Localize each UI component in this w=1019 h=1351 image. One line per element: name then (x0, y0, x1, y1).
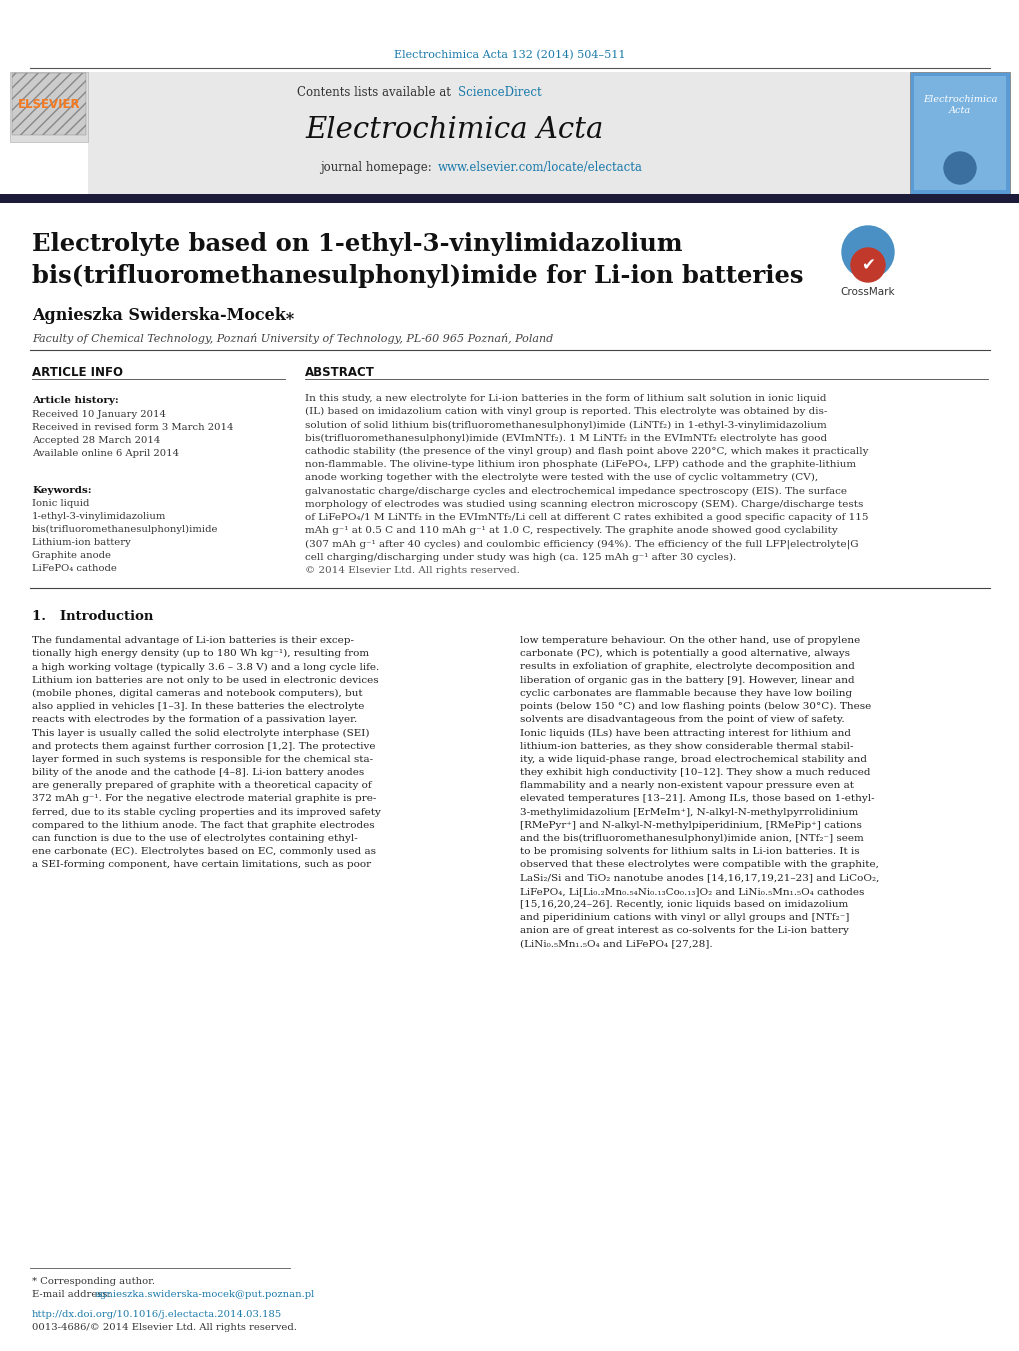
Text: Agnieszka Swiderska-Mocek⁎: Agnieszka Swiderska-Mocek⁎ (32, 308, 293, 324)
Text: ELSEVIER: ELSEVIER (17, 97, 81, 111)
Text: Accepted 28 March 2014: Accepted 28 March 2014 (32, 436, 160, 444)
Text: ARTICLE INFO: ARTICLE INFO (32, 366, 123, 378)
Text: bility of the anode and the cathode [4–8]. Li-ion battery anodes: bility of the anode and the cathode [4–8… (32, 767, 364, 777)
Text: also applied in vehicles [1–3]. In these batteries the electrolyte: also applied in vehicles [1–3]. In these… (32, 703, 364, 711)
FancyBboxPatch shape (0, 195, 1019, 203)
Text: non-flammable. The olivine-type lithium iron phosphate (LiFePO₄, LFP) cathode an: non-flammable. The olivine-type lithium … (305, 459, 855, 469)
Text: CrossMark: CrossMark (840, 286, 895, 297)
Text: flammability and a nearly non-existent vapour pressure even at: flammability and a nearly non-existent v… (520, 781, 853, 790)
Text: ABSTRACT: ABSTRACT (305, 366, 375, 378)
Text: of LiFePO₄/1 M LiNTf₂ in the EVImNTf₂/Li cell at different C rates exhibited a g: of LiFePO₄/1 M LiNTf₂ in the EVImNTf₂/Li… (305, 513, 867, 521)
FancyBboxPatch shape (10, 72, 88, 142)
Text: * Corresponding author.: * Corresponding author. (32, 1277, 155, 1286)
Text: anion are of great interest as co-solvents for the Li-ion battery: anion are of great interest as co-solven… (520, 927, 848, 935)
Text: tionally high energy density (up to 180 Wh kg⁻¹), resulting from: tionally high energy density (up to 180 … (32, 650, 369, 658)
Text: (307 mAh g⁻¹ after 40 cycles) and coulombic efficiency (94%). The efficiency of : (307 mAh g⁻¹ after 40 cycles) and coulom… (305, 539, 858, 549)
Text: bis(trifluoromethanesulphonyl)imide (EVImNTf₂). 1 M LiNTf₂ in the EVImNTf₂ elect: bis(trifluoromethanesulphonyl)imide (EVI… (305, 434, 826, 443)
Text: galvanostatic charge/discharge cycles and electrochemical impedance spectroscopy: galvanostatic charge/discharge cycles an… (305, 486, 846, 496)
Text: ✔: ✔ (860, 255, 874, 274)
Text: LiFePO₄ cathode: LiFePO₄ cathode (32, 563, 117, 573)
Text: 3-methylimidazolium [ErMeIm⁺], N-alkyl-N-methylpyrrolidinium: 3-methylimidazolium [ErMeIm⁺], N-alkyl-N… (520, 808, 857, 816)
FancyBboxPatch shape (12, 73, 86, 135)
Text: This layer is usually called the solid electrolyte interphase (SEI): This layer is usually called the solid e… (32, 728, 369, 738)
Text: Contents lists available at: Contents lists available at (298, 85, 454, 99)
Text: Keywords:: Keywords: (32, 486, 92, 494)
Text: mAh g⁻¹ at 0.5 C and 110 mAh g⁻¹ at 1.0 C, respectively. The graphite anode show: mAh g⁻¹ at 0.5 C and 110 mAh g⁻¹ at 1.0 … (305, 526, 837, 535)
Text: elevated temperatures [13–21]. Among ILs, those based on 1-ethyl-: elevated temperatures [13–21]. Among ILs… (520, 794, 873, 804)
Text: cell charging/discharging under study was high (ca. 125 mAh g⁻¹ after 30 cycles): cell charging/discharging under study wa… (305, 553, 736, 562)
Text: 1.   Introduction: 1. Introduction (32, 611, 153, 623)
Text: ene carbonate (EC). Electrolytes based on EC, commonly used as: ene carbonate (EC). Electrolytes based o… (32, 847, 376, 857)
Text: © 2014 Elsevier Ltd. All rights reserved.: © 2014 Elsevier Ltd. All rights reserved… (305, 566, 520, 574)
Text: bis(trifluoromethanesulphonyl)imide: bis(trifluoromethanesulphonyl)imide (32, 526, 218, 534)
Text: observed that these electrolytes were compatible with the graphite,: observed that these electrolytes were co… (520, 861, 878, 870)
Text: LaSi₂/Si and TiO₂ nanotube anodes [14,16,17,19,21–23] and LiCoO₂,: LaSi₂/Si and TiO₂ nanotube anodes [14,16… (520, 874, 878, 882)
Text: In this study, a new electrolyte for Li-ion batteries in the form of lithium sal: In this study, a new electrolyte for Li-… (305, 394, 825, 403)
Text: cathodic stability (the presence of the vinyl group) and flash point above 220°C: cathodic stability (the presence of the … (305, 447, 867, 455)
Circle shape (841, 226, 893, 278)
Text: 372 mAh g⁻¹. For the negative electrode material graphite is pre-: 372 mAh g⁻¹. For the negative electrode … (32, 794, 376, 804)
Text: [15,16,20,24–26]. Recently, ionic liquids based on imidazolium: [15,16,20,24–26]. Recently, ionic liquid… (520, 900, 848, 909)
Text: agnieszka.swiderska-mocek@put.poznan.pl: agnieszka.swiderska-mocek@put.poznan.pl (95, 1290, 315, 1300)
Text: lithium-ion batteries, as they show considerable thermal stabil-: lithium-ion batteries, as they show cons… (520, 742, 853, 751)
Text: morphology of electrodes was studied using scanning electron microscopy (SEM). C: morphology of electrodes was studied usi… (305, 500, 862, 509)
Text: and protects them against further corrosion [1,2]. The protective: and protects them against further corros… (32, 742, 375, 751)
Text: and the bis(trifluoromethanesulphonyl)imide anion, [NTf₂⁻] seem: and the bis(trifluoromethanesulphonyl)im… (520, 834, 863, 843)
FancyBboxPatch shape (913, 76, 1005, 190)
Text: cyclic carbonates are flammable because they have low boiling: cyclic carbonates are flammable because … (520, 689, 851, 698)
Text: The fundamental advantage of Li-ion batteries is their excep-: The fundamental advantage of Li-ion batt… (32, 636, 354, 644)
Circle shape (850, 249, 884, 282)
Text: (IL) based on imidazolium cation with vinyl group is reported. This electrolyte : (IL) based on imidazolium cation with vi… (305, 407, 826, 416)
Text: layer formed in such systems is responsible for the chemical sta-: layer formed in such systems is responsi… (32, 755, 373, 763)
Text: Received in revised form 3 March 2014: Received in revised form 3 March 2014 (32, 423, 233, 432)
Text: LiFePO₄, Li[Li₀.₂Mn₀.₅₄Ni₀.₁₃Co₀.₁₃]O₂ and LiNi₀.₅Mn₁.₅O₄ cathodes: LiFePO₄, Li[Li₀.₂Mn₀.₅₄Ni₀.₁₃Co₀.₁₃]O₂ a… (520, 886, 863, 896)
Text: Electrochimica
Acta: Electrochimica Acta (922, 96, 997, 115)
Text: [RMePyr⁺] and N-alkyl-N-methylpiperidinium, [RMePip⁺] cations: [RMePyr⁺] and N-alkyl-N-methylpiperidini… (520, 821, 861, 830)
Text: (mobile phones, digital cameras and notebook computers), but: (mobile phones, digital cameras and note… (32, 689, 363, 698)
Text: Lithium-ion battery: Lithium-ion battery (32, 538, 130, 547)
Text: to be promising solvents for lithium salts in Li-ion batteries. It is: to be promising solvents for lithium sal… (520, 847, 859, 857)
Text: Electrolyte based on 1-ethyl-3-vinylimidazolium: Electrolyte based on 1-ethyl-3-vinylimid… (32, 232, 682, 255)
Text: carbonate (PC), which is potentially a good alternative, always: carbonate (PC), which is potentially a g… (520, 650, 849, 658)
Text: bis(trifluoromethanesulphonyl)imide for Li-ion batteries: bis(trifluoromethanesulphonyl)imide for … (32, 263, 803, 288)
Text: Article history:: Article history: (32, 396, 118, 405)
Text: journal homepage:: journal homepage: (320, 162, 435, 174)
Text: solution of solid lithium bis(trifluoromethanesulphonyl)imide (LiNTf₂) in 1-ethy: solution of solid lithium bis(trifluorom… (305, 420, 826, 430)
Text: ScienceDirect: ScienceDirect (458, 85, 541, 99)
Text: Electrochimica Acta: Electrochimica Acta (306, 116, 603, 145)
Text: Electrochimica Acta 132 (2014) 504–511: Electrochimica Acta 132 (2014) 504–511 (394, 50, 625, 61)
Text: liberation of organic gas in the battery [9]. However, linear and: liberation of organic gas in the battery… (520, 676, 854, 685)
Text: Ionic liquid: Ionic liquid (32, 499, 90, 508)
Text: Faculty of Chemical Technology, Poznań University of Technology, PL-60 965 Pozna: Faculty of Chemical Technology, Poznań U… (32, 332, 552, 343)
Text: and piperidinium cations with vinyl or allyl groups and [NTf₂⁻]: and piperidinium cations with vinyl or a… (520, 913, 849, 923)
Text: a SEI-forming component, have certain limitations, such as poor: a SEI-forming component, have certain li… (32, 861, 371, 870)
Text: results in exfoliation of graphite, electrolyte decomposition and: results in exfoliation of graphite, elec… (520, 662, 854, 671)
Text: are generally prepared of graphite with a theoretical capacity of: are generally prepared of graphite with … (32, 781, 371, 790)
Text: Ionic liquids (ILs) have been attracting interest for lithium and: Ionic liquids (ILs) have been attracting… (520, 728, 850, 738)
Text: reacts with electrodes by the formation of a passivation layer.: reacts with electrodes by the formation … (32, 715, 357, 724)
Text: can function is due to the use of electrolytes containing ethyl-: can function is due to the use of electr… (32, 834, 358, 843)
Text: E-mail address:: E-mail address: (32, 1290, 114, 1300)
Text: they exhibit high conductivity [10–12]. They show a much reduced: they exhibit high conductivity [10–12]. … (520, 767, 869, 777)
Text: 0013-4686/© 2014 Elsevier Ltd. All rights reserved.: 0013-4686/© 2014 Elsevier Ltd. All right… (32, 1323, 297, 1332)
Text: ity, a wide liquid-phase range, broad electrochemical stability and: ity, a wide liquid-phase range, broad el… (520, 755, 866, 763)
Text: 1-ethyl-3-vinylimidazolium: 1-ethyl-3-vinylimidazolium (32, 512, 166, 521)
Text: www.elsevier.com/locate/electacta: www.elsevier.com/locate/electacta (437, 162, 642, 174)
Text: Available online 6 April 2014: Available online 6 April 2014 (32, 449, 179, 458)
Text: points (below 150 °C) and low flashing points (below 30°C). These: points (below 150 °C) and low flashing p… (520, 703, 870, 711)
Text: Graphite anode: Graphite anode (32, 551, 111, 561)
Text: (LiNi₀.₅Mn₁.₅O₄ and LiFePO₄ [27,28].: (LiNi₀.₅Mn₁.₅O₄ and LiFePO₄ [27,28]. (520, 939, 712, 948)
Text: compared to the lithium anode. The fact that graphite electrodes: compared to the lithium anode. The fact … (32, 821, 374, 830)
Text: ferred, due to its stable cycling properties and its improved safety: ferred, due to its stable cycling proper… (32, 808, 380, 816)
Text: Lithium ion batteries are not only to be used in electronic devices: Lithium ion batteries are not only to be… (32, 676, 378, 685)
Text: solvents are disadvantageous from the point of view of safety.: solvents are disadvantageous from the po… (520, 715, 844, 724)
Circle shape (943, 153, 975, 184)
FancyBboxPatch shape (909, 72, 1009, 195)
Text: anode working together with the electrolyte were tested with the use of cyclic v: anode working together with the electrol… (305, 473, 817, 482)
Text: Received 10 January 2014: Received 10 January 2014 (32, 409, 166, 419)
Text: http://dx.doi.org/10.1016/j.electacta.2014.03.185: http://dx.doi.org/10.1016/j.electacta.20… (32, 1310, 282, 1319)
FancyBboxPatch shape (88, 72, 909, 195)
Text: low temperature behaviour. On the other hand, use of propylene: low temperature behaviour. On the other … (520, 636, 859, 644)
Text: a high working voltage (typically 3.6 – 3.8 V) and a long cycle life.: a high working voltage (typically 3.6 – … (32, 662, 379, 671)
